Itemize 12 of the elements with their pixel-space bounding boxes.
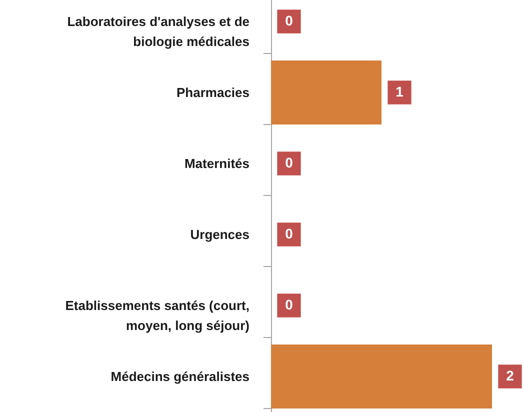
y-tick-label: Pharmacies — [176, 85, 250, 100]
y-tick-label: Laboratoires d'analyses et de biologie médicales — [67, 14, 250, 49]
data-label: 0 — [285, 296, 294, 312]
data-label: 2 — [506, 368, 514, 384]
data-label: 0 — [285, 12, 294, 28]
data-label: 0 — [285, 154, 294, 170]
data-label: 1 — [396, 84, 404, 100]
y-tick-label: Urgences — [190, 227, 250, 242]
y-tick-label: Etablissements santés (court, moyen, long séjour) — [65, 298, 250, 333]
y-tick-label: Médecins généralistes — [110, 369, 250, 384]
y-tick-label: Maternités — [184, 156, 250, 171]
data-label: 0 — [285, 226, 294, 242]
